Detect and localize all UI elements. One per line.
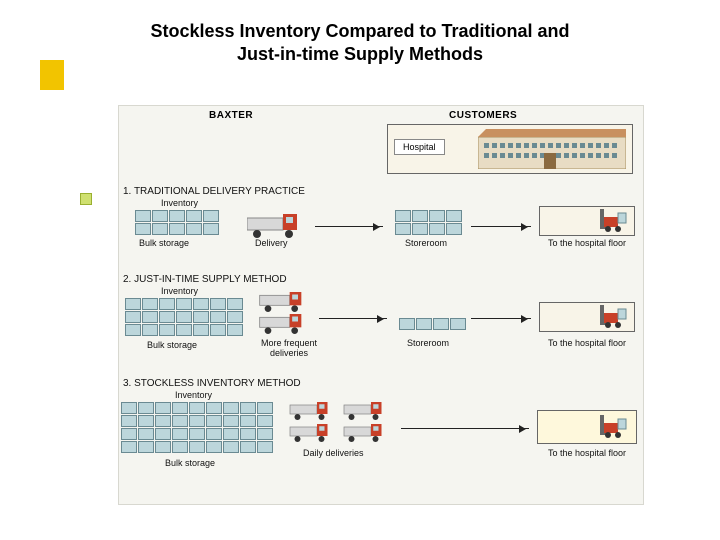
title-line-1: Stockless Inventory Compared to Traditio… [150,21,569,41]
forklift-icon [600,305,630,329]
section-1-floor-box [539,206,635,236]
hospital-building-icon [478,129,626,169]
section-3-bulk-label: Bulk storage [165,458,215,468]
section-1-title: 1. TRADITIONAL DELIVERY PRACTICE [123,186,305,197]
truck-icon [257,314,309,334]
forklift-icon [600,415,630,439]
section-3-floor-box [537,410,637,444]
hospital-label: Hospital [394,139,445,155]
arrow-icon [315,226,383,227]
hospital-block: Hospital [387,124,633,174]
customer-column-label: CUSTOMERS [449,110,517,121]
section-3-bulk-boxes [121,402,273,453]
slide-title: Stockless Inventory Compared to Traditio… [0,20,720,67]
section-2-inventory-label: Inventory [161,286,198,296]
arrow-icon [471,318,531,319]
accent-bar [40,60,64,90]
truck-icon [247,214,303,238]
truck-icon [341,402,389,420]
truck-icon [287,402,335,420]
arrow-icon [319,318,387,319]
slide: Stockless Inventory Compared to Traditio… [0,0,720,540]
section-1-store-label: Storeroom [405,238,447,248]
section-3-floor-label: To the hospital floor [537,448,637,458]
section-1-inventory-label: Inventory [161,198,198,208]
section-2-bulk-boxes [125,298,243,336]
section-1-delivery-label: Delivery [255,238,288,248]
section-1-bulk-boxes [135,210,219,235]
section-1-store-boxes [395,210,462,235]
section-2-title: 2. JUST-IN-TIME SUPPLY METHOD [123,274,287,285]
arrow-icon [471,226,531,227]
supplier-column-label: BAXTER [209,110,253,121]
arrow-icon [401,428,529,429]
title-line-2: Just-in-time Supply Methods [237,44,483,64]
truck-icon [257,292,309,312]
truck-icon [341,424,389,442]
bullet-icon [80,193,92,205]
section-3-inventory-label: Inventory [175,390,212,400]
truck-icon [287,424,335,442]
section-1-floor-label: To the hospital floor [539,238,635,248]
section-2-delivery-label: More frequent deliveries [247,338,331,358]
section-1-bulk-label: Bulk storage [139,238,189,248]
forklift-icon [600,209,630,233]
section-3-title: 3. STOCKLESS INVENTORY METHOD [123,378,301,389]
section-2-store-boxes [399,318,466,330]
section-2-bulk-label: Bulk storage [147,340,197,350]
section-3-delivery-label: Daily deliveries [303,448,364,458]
section-2-store-label: Storeroom [407,338,449,348]
section-2-floor-label: To the hospital floor [539,338,635,348]
section-2-floor-box [539,302,635,332]
diagram: BAXTER CUSTOMERS Hospital 1. TRADITIONAL… [118,105,644,505]
